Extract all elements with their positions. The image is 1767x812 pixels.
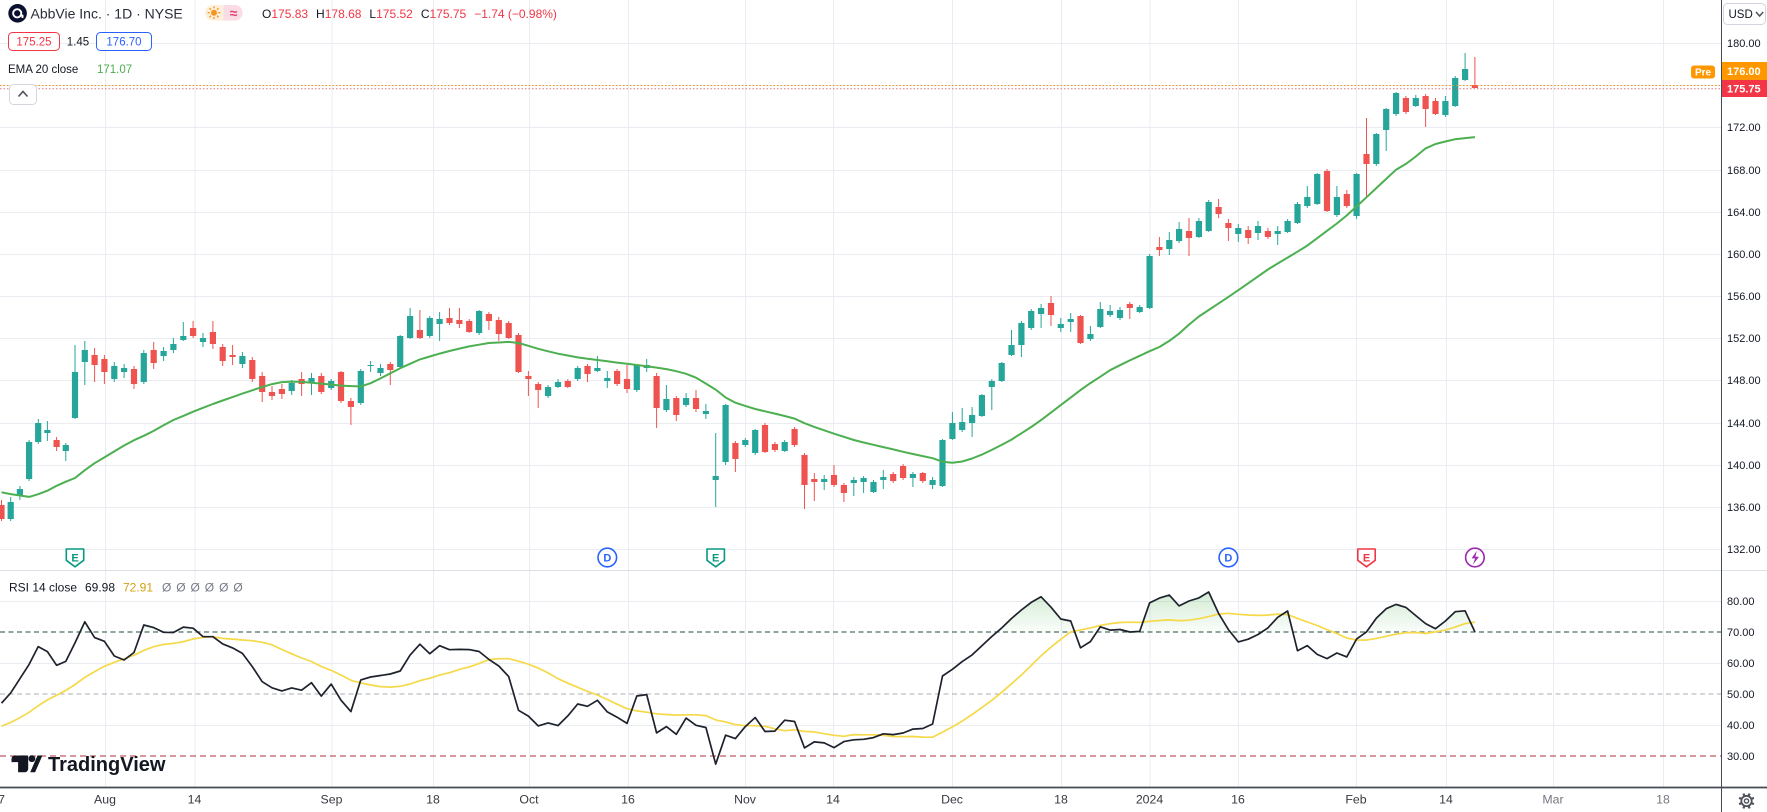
svg-text:AbbVie Inc. · 1D · NYSE: AbbVie Inc. · 1D · NYSE [31,5,183,21]
svg-text:175.25: 175.25 [16,37,51,49]
svg-text:1.45: 1.45 [67,37,89,49]
svg-text:152.00: 152.00 [1727,333,1761,345]
svg-text:160.00: 160.00 [1727,249,1761,261]
svg-text:144.00: 144.00 [1727,418,1761,430]
svg-text:Ø Ø Ø Ø Ø Ø: Ø Ø Ø Ø Ø Ø [162,581,243,595]
svg-text:30.00: 30.00 [1727,751,1755,763]
svg-text:D: D [603,553,611,565]
svg-text:Sep: Sep [321,793,343,807]
svg-text:USD: USD [1729,9,1753,21]
svg-text:Mar: Mar [1542,793,1563,807]
svg-text:TradingView: TradingView [48,754,166,776]
svg-text:70.00: 70.00 [1727,627,1755,639]
svg-text:7: 7 [0,793,5,807]
svg-text:Feb: Feb [1345,793,1366,807]
svg-text:14: 14 [188,793,202,807]
svg-text:≈: ≈ [230,5,238,21]
svg-text:40.00: 40.00 [1727,720,1755,732]
svg-text:16: 16 [621,793,635,807]
svg-text:14: 14 [826,793,840,807]
svg-text:140.00: 140.00 [1727,460,1761,472]
svg-text:171.07: 171.07 [97,64,132,76]
svg-text:69.98: 69.98 [85,581,115,595]
svg-text:132.00: 132.00 [1727,544,1761,556]
svg-text:164.00: 164.00 [1727,207,1761,219]
svg-text:172.00: 172.00 [1727,122,1761,134]
svg-text:Dec: Dec [941,793,963,807]
svg-text:148.00: 148.00 [1727,375,1761,387]
svg-text:136.00: 136.00 [1727,502,1761,514]
svg-text:D: D [1224,553,1232,565]
svg-text:80.00: 80.00 [1727,596,1755,608]
svg-text:180.00: 180.00 [1727,38,1761,50]
svg-text:EMA 20 close: EMA 20 close [8,64,78,76]
svg-text:60.00: 60.00 [1727,658,1755,670]
svg-text:50.00: 50.00 [1727,689,1755,701]
svg-text:E: E [1363,553,1370,565]
svg-text:E: E [712,553,719,565]
svg-text:Oct: Oct [519,793,539,807]
svg-text:Nov: Nov [734,793,757,807]
svg-text:E: E [71,553,78,565]
svg-text:156.00: 156.00 [1727,291,1761,303]
svg-text:RSI 14 close: RSI 14 close [9,581,77,595]
svg-text:168.00: 168.00 [1727,165,1761,177]
svg-text:176.00: 176.00 [1727,66,1761,78]
svg-text:16: 16 [1231,793,1245,807]
svg-text:18: 18 [1054,793,1068,807]
svg-text:176.70: 176.70 [106,37,141,49]
svg-text:18: 18 [426,793,440,807]
svg-text:Pre: Pre [1695,68,1712,79]
svg-text:72.91: 72.91 [123,581,153,595]
svg-text:18: 18 [1656,793,1670,807]
svg-text:175.75: 175.75 [1727,84,1761,96]
svg-text:14: 14 [1439,793,1453,807]
svg-text:Aug: Aug [94,793,116,807]
svg-text:2024: 2024 [1136,793,1164,807]
